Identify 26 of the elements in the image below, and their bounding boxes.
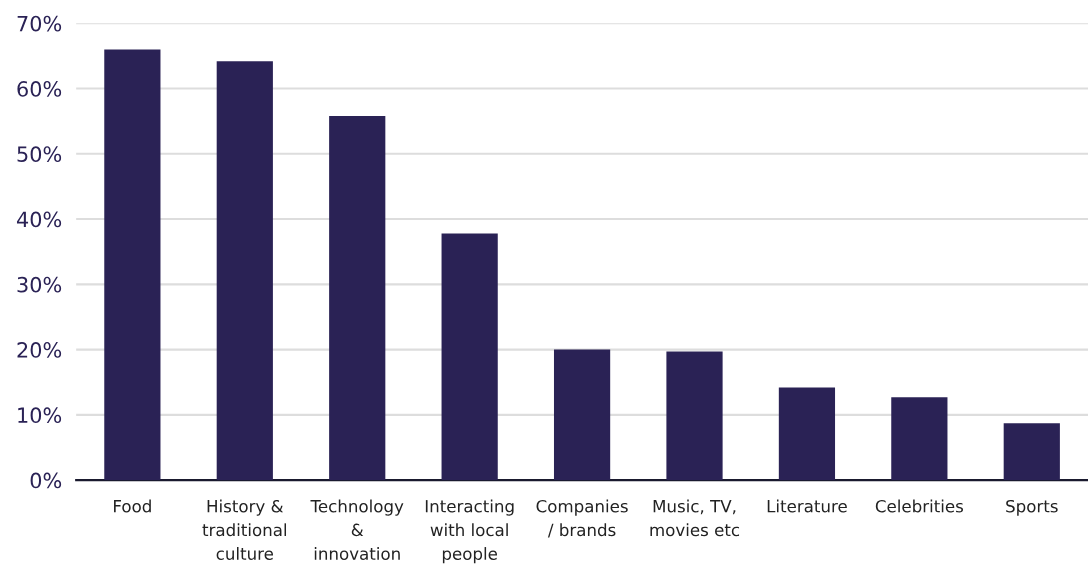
x-tick-label: Technology & innovation (310, 499, 404, 560)
y-tick-label: 20% (17, 342, 62, 358)
bar (216, 61, 273, 481)
x-tick-label: History & traditional culture (202, 499, 287, 560)
bar (553, 349, 611, 481)
y-tick-label: 70% (17, 15, 62, 32)
y-tick-label: 60% (17, 81, 62, 97)
bar (1003, 423, 1060, 481)
y-tick-label: 40% (16, 211, 62, 228)
bar (666, 351, 723, 481)
y-tick-label: 0% (30, 472, 62, 489)
x-tick-label: Literature (767, 499, 847, 513)
bar (329, 115, 386, 481)
x-tick-label: Interacting with local people (425, 499, 514, 564)
x-tick-label: Sports (1006, 499, 1058, 516)
bar (891, 397, 948, 481)
x-tick-label: Celebrities (875, 499, 964, 513)
x-tick-label: Companies / brands (536, 499, 628, 538)
x-tick-label: Music, TV, movies etc (650, 499, 740, 537)
y-tick-label: 50% (17, 146, 62, 163)
bar (104, 49, 161, 481)
bar (778, 387, 836, 481)
bar (441, 233, 498, 481)
x-tick-label: Food (114, 499, 151, 513)
y-tick-label: 30% (17, 276, 62, 293)
y-tick-label: 10% (18, 407, 62, 424)
